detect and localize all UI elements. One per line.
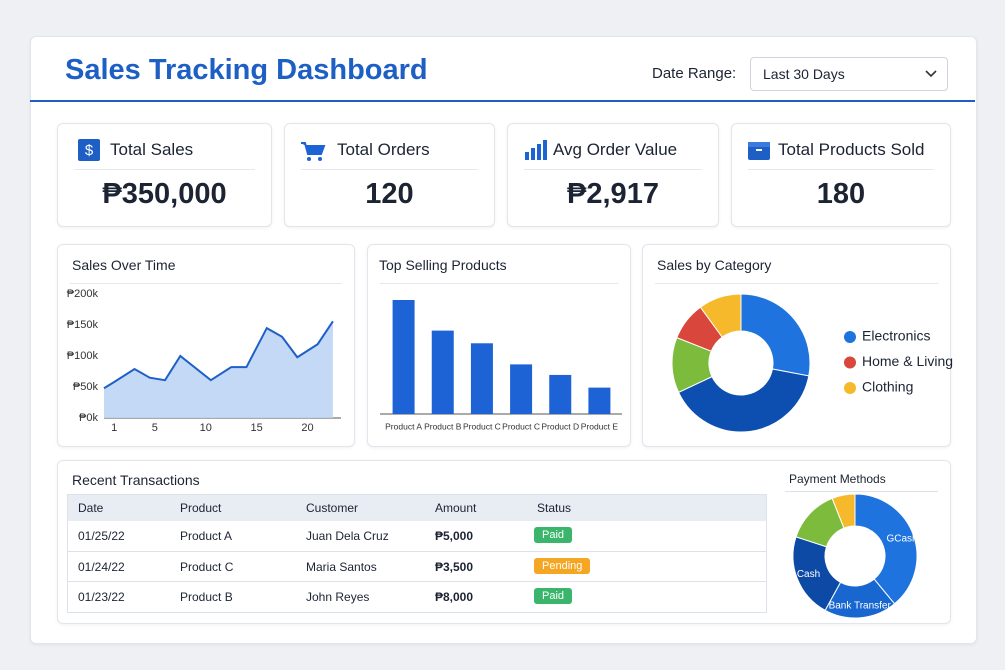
- table-cell: John Reyes: [306, 590, 370, 604]
- x-tick-label: Product E: [581, 421, 619, 431]
- page-title: Sales Tracking Dashboard: [65, 54, 428, 86]
- y-tick-label: ₱0k: [79, 412, 98, 424]
- chart-title: Payment Methods: [789, 472, 886, 486]
- kpi-card: Total Orders 120: [284, 123, 495, 227]
- kpi-card: Total Products Sold 180: [731, 123, 951, 227]
- y-tick-label: ₱200k: [67, 288, 99, 300]
- legend-swatch: [844, 331, 856, 343]
- cart-icon: [301, 142, 326, 161]
- bar: [392, 300, 415, 414]
- y-tick-label: ₱100k: [67, 350, 99, 362]
- slice-label: GCash: [886, 534, 917, 545]
- table-cell: ₱8,000: [435, 590, 474, 604]
- table-title: Recent Transactions: [72, 472, 200, 488]
- kpi-card: $ Total Sales ₱350,000: [57, 123, 272, 227]
- table-cell: Juan Dela Cruz: [306, 529, 389, 543]
- table-cell: 01/25/22: [78, 529, 125, 543]
- kpi-value: ₱2,917: [567, 178, 659, 210]
- dropdown-arrow: [925, 70, 937, 78]
- date-range-select[interactable]: Last 30 Days: [750, 57, 948, 91]
- column-header: Amount: [435, 501, 477, 515]
- bar: [588, 387, 611, 414]
- x-tick-label: Product C: [502, 421, 540, 431]
- legend-label: Electronics: [862, 328, 930, 344]
- slice: [699, 293, 742, 338]
- kpi-value: ₱350,000: [102, 178, 227, 210]
- column-header: Date: [78, 501, 104, 515]
- kpi-card: Avg Order Value ₱2,917: [507, 123, 719, 227]
- dollar-icon: $: [78, 139, 100, 161]
- bar: [431, 330, 454, 414]
- legend-swatch: [844, 356, 856, 369]
- y-tick-label: ₱150k: [67, 319, 99, 331]
- table: [67, 494, 767, 613]
- kpi-value: 120: [365, 178, 414, 210]
- chart-title: Sales by Category: [657, 257, 772, 273]
- x-tick-label: 10: [200, 422, 212, 434]
- slice: [831, 493, 856, 529]
- table-cell: 01/23/22: [78, 590, 125, 604]
- status-badge: Paid: [534, 527, 573, 543]
- table-header: [68, 495, 766, 521]
- bar: [549, 374, 572, 414]
- slice: [740, 293, 811, 377]
- legend-label: Clothing: [862, 379, 913, 395]
- slice-label: Bank Transfer: [829, 600, 892, 611]
- x-tick-label: 5: [152, 422, 158, 434]
- kpi-label: Total Products Sold: [778, 140, 925, 159]
- bar: [470, 343, 493, 414]
- x-tick-label: Product A: [385, 421, 422, 431]
- slice-label: Cash: [797, 569, 820, 580]
- line: [103, 320, 334, 390]
- x-tick-label: 1: [111, 422, 117, 434]
- table-cell: 01/24/22: [78, 559, 125, 574]
- x-tick-label: 20: [301, 422, 313, 434]
- y-tick-label: ₱50k: [73, 381, 99, 393]
- x-tick-label: 15: [250, 422, 262, 434]
- slice: [854, 493, 918, 605]
- column-header: Status: [537, 501, 572, 515]
- table-cell: ₱3,500: [435, 559, 474, 574]
- status-badge: Pending: [534, 557, 591, 574]
- area: [104, 321, 333, 418]
- chart-title: Top Selling Products: [379, 257, 507, 273]
- table-cell: Maria Santos: [306, 559, 377, 574]
- x-tick-label: Product B: [424, 421, 462, 431]
- legend-label: Home & Living: [862, 353, 953, 369]
- table-cell: ₱5,000: [435, 529, 474, 543]
- column-header: Customer: [306, 501, 359, 515]
- kpi-label: Avg Order Value: [553, 140, 678, 159]
- header-rule: [30, 100, 975, 102]
- x-tick-label: Product D: [541, 421, 579, 431]
- table-cell: Product C: [180, 559, 234, 574]
- column-header: Product: [180, 501, 222, 515]
- kpi-value: 180: [816, 178, 866, 210]
- chart-title: Sales Over Time: [72, 257, 176, 273]
- date-range-value: Last 30 Days: [763, 66, 845, 82]
- chart-icon: [525, 140, 547, 160]
- svg-text:$: $: [85, 142, 94, 159]
- slice: [677, 368, 810, 433]
- kpi-label: Total Sales: [110, 140, 194, 159]
- table-cell: Product A: [180, 529, 233, 543]
- legend-swatch: [844, 382, 856, 394]
- status-badge: Paid: [534, 588, 573, 604]
- bar: [510, 364, 533, 414]
- date-range-label: Date Range:: [652, 65, 737, 82]
- x-tick-label: Product C: [463, 421, 501, 431]
- table-cell: Product B: [180, 590, 233, 604]
- box-icon: [748, 142, 770, 160]
- kpi-label: Total Orders: [337, 140, 430, 159]
